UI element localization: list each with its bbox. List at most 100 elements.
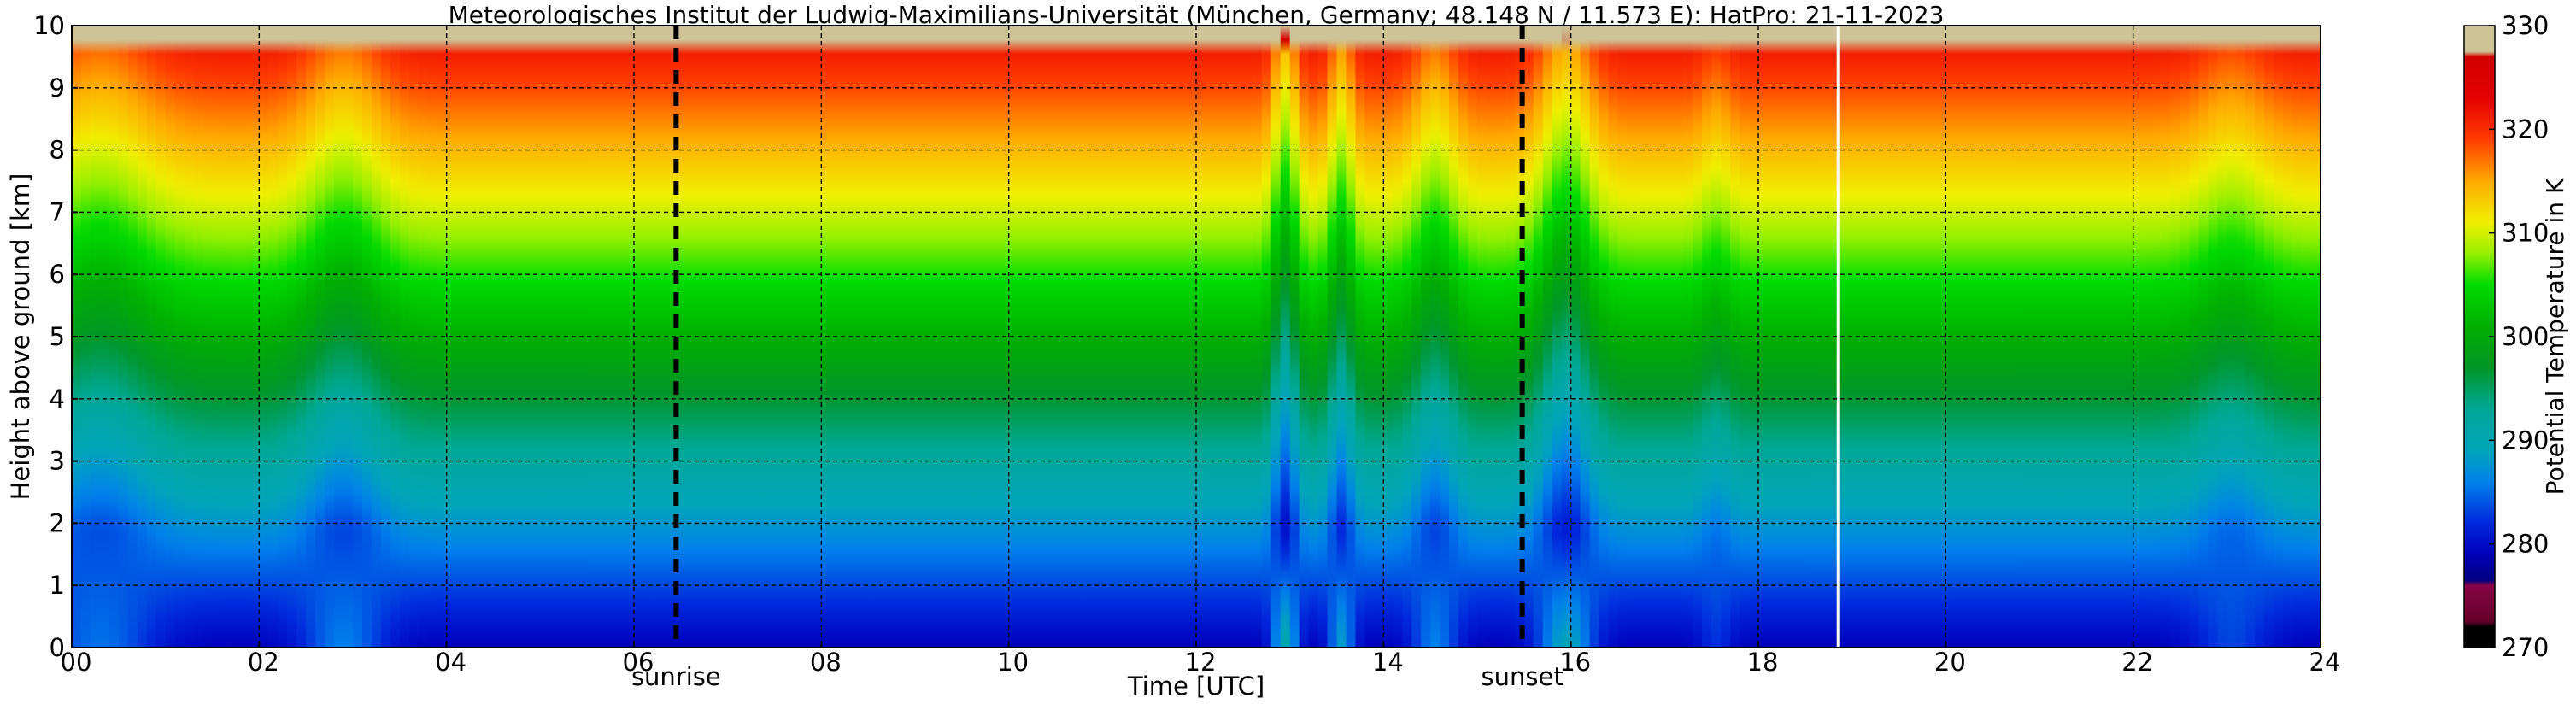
colorbar-tick-label: 300 [2502, 322, 2549, 351]
heatmap-column [1102, 26, 1113, 648]
heatmap-column [2170, 26, 2181, 648]
heatmap-column [2142, 26, 2153, 648]
heatmap-column [1664, 26, 1675, 648]
colorbar-tick-label: 280 [2502, 530, 2549, 559]
colorbar-tick-label: 330 [2502, 11, 2549, 40]
heatmap-column [2311, 26, 2321, 648]
heatmap-column [1749, 26, 1759, 648]
heatmap-column [1580, 26, 1591, 648]
heatmap-column [202, 26, 214, 648]
y-tick-label: 7 [50, 197, 65, 226]
heatmap-column [1955, 26, 1966, 648]
heatmap-column [2048, 26, 2059, 648]
heatmap-column [840, 26, 851, 648]
heatmap-column [2057, 26, 2068, 648]
heatmap-column [287, 26, 297, 648]
heatmap-column [933, 26, 944, 648]
x-tick-label: 08 [810, 648, 842, 677]
heatmap-column [1355, 26, 1366, 648]
heatmap-column [1018, 26, 1029, 648]
heatmap-column [1964, 26, 1975, 648]
heatmap-column [896, 26, 907, 648]
heatmap-column [465, 26, 476, 648]
heatmap-column [1842, 26, 1853, 648]
heatmap-column [1870, 26, 1881, 648]
heatmap-column [1187, 26, 1197, 648]
y-tick-label: 10 [33, 11, 65, 40]
heatmap-column [942, 26, 954, 648]
heatmap-column [127, 26, 138, 648]
heatmap-column [1055, 26, 1066, 648]
heatmap-column [455, 26, 466, 648]
colorbar: 270 280 290 300 310 320 330 [2463, 11, 2549, 662]
heatmap-column [1927, 26, 1938, 648]
heatmap-column [512, 26, 523, 648]
heatmap-column [2255, 26, 2265, 648]
heatmap-column [802, 26, 813, 648]
heatmap-column [1702, 26, 1712, 648]
heatmap-column [2002, 26, 2012, 648]
x-tick-label: 22 [2121, 648, 2153, 677]
heatmap-column [1196, 26, 1206, 648]
x-tick-label: 04 [435, 648, 466, 677]
y-tick-label: 6 [50, 260, 65, 289]
sunset-label: sunset [1482, 662, 1564, 691]
heatmap-column [1758, 26, 1769, 648]
heatmap-column [1486, 26, 1497, 648]
x-axis-ticks: 00 02 04 06 08 10 12 14 16 18 20 22 24 [61, 642, 2340, 677]
heatmap-column [212, 26, 223, 648]
heatmap-column [2011, 26, 2021, 648]
heatmap-column [155, 26, 167, 648]
heatmap-column [2180, 26, 2191, 648]
x-tick-label: 02 [248, 648, 279, 677]
x-tick-label: 14 [1372, 648, 1404, 677]
heatmap-column [502, 26, 513, 648]
heatmap-column [549, 26, 560, 648]
heatmap-column [249, 26, 261, 648]
heatmap-column [1711, 26, 1722, 648]
heatmap-column [849, 26, 860, 648]
heatmap-column [2227, 26, 2238, 648]
heatmap-column [2264, 26, 2274, 648]
heatmap-column [1533, 26, 1544, 648]
x-tick-label: 06 [623, 648, 654, 677]
heatmap-column [165, 26, 176, 648]
colorbar-label: Potential Temperature in K [2541, 178, 2569, 495]
heatmap-column [371, 26, 382, 648]
y-tick-label: 9 [50, 73, 65, 103]
heatmap-column [980, 26, 991, 648]
colorbar-tick-label: 270 [2502, 633, 2549, 662]
heatmap-column [427, 26, 438, 648]
heatmap-column [334, 26, 344, 648]
heatmap-column [380, 26, 391, 648]
heatmap-column [1655, 26, 1666, 648]
y-axis-ticks: 0 1 2 3 4 5 6 7 8 9 10 [33, 11, 78, 662]
heatmap-column [718, 26, 729, 648]
heatmap-column [1233, 26, 1244, 648]
heatmap-column [1627, 26, 1638, 648]
x-tick-label: 12 [1185, 648, 1217, 677]
chart-title: Meteorologisches Institut der Ludwig-Max… [449, 1, 1945, 29]
heatmap-column [643, 26, 654, 648]
heatmap-column [1065, 26, 1076, 648]
heatmap-column [1411, 26, 1422, 648]
colorbar-tick-label: 290 [2502, 425, 2549, 455]
x-tick-label: 20 [1934, 648, 1966, 677]
heatmap-column [1327, 26, 1338, 648]
y-tick-label: 0 [50, 633, 65, 662]
y-tick-label: 3 [50, 447, 65, 476]
heatmap-column [1364, 26, 1376, 648]
grid [72, 26, 2321, 648]
heatmap-column [971, 26, 982, 648]
y-axis-label: Height above ground [km] [6, 173, 35, 501]
y-tick-label: 5 [50, 322, 65, 351]
heatmap-column [1617, 26, 1628, 648]
heatmap-column [1880, 26, 1891, 648]
heatmap-column [680, 26, 691, 648]
heatmap-column [80, 26, 91, 648]
x-tick-label: 10 [997, 648, 1029, 677]
y-tick-label: 8 [50, 136, 65, 165]
heatmap-column [755, 26, 766, 648]
y-tick-label: 4 [50, 384, 65, 414]
heatmap-column [296, 26, 307, 648]
